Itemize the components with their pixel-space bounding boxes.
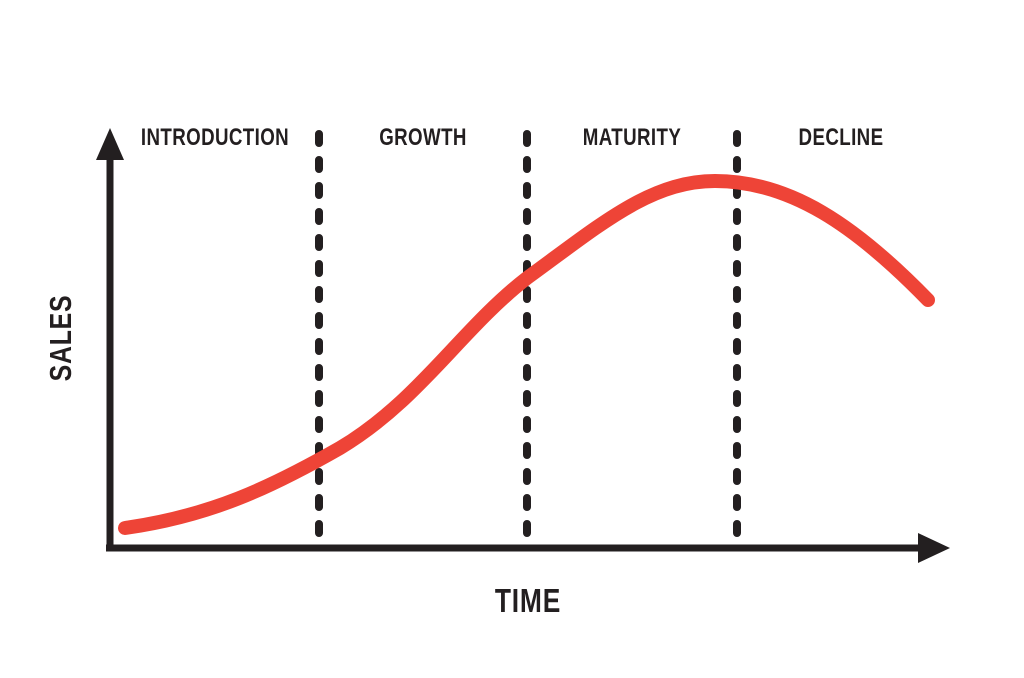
y-axis-arrowhead-icon — [96, 128, 124, 160]
phase-label-maturity: MATURITY — [582, 124, 682, 151]
phase-label-growth: GROWTH — [379, 124, 467, 151]
phase-label-decline: DECLINE — [798, 124, 884, 151]
sales-curve — [118, 173, 935, 535]
phase-label-introduction: INTRODUCTION — [140, 124, 290, 151]
x-axis-label: TIME — [494, 582, 562, 619]
y-axis-label: SALES — [43, 294, 78, 382]
x-axis-arrowhead-icon — [918, 533, 950, 563]
